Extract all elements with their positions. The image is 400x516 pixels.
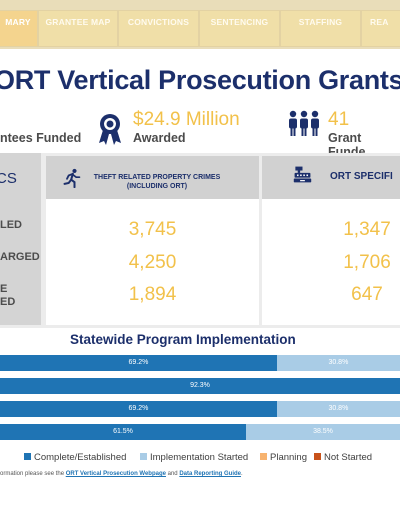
row-label-charged: ARGED (0, 251, 40, 263)
top-navigation: MARY GRANTEE MAP CONVICTIONS SENTENCING … (0, 0, 400, 49)
table-cell: 647 (351, 284, 383, 305)
complete-segment: 92.3% (0, 378, 400, 394)
implementation-bar: 61.5% 38.5% (0, 424, 400, 440)
legend-label: Not Started (324, 452, 373, 463)
running-person-icon (63, 168, 81, 188)
started-segment: 38.5% (246, 424, 400, 440)
table-cell: 1,706 (343, 252, 391, 273)
row-label-case-closed: E ED (0, 283, 16, 308)
table-left-header: CS (0, 170, 17, 187)
implementation-legend: Complete/Established Implementation Star… (0, 452, 400, 464)
table-cell: 1,347 (343, 219, 391, 240)
award-ribbon-icon (99, 114, 121, 145)
footer-text: and (165, 471, 180, 477)
footer-text: ormation please see the (0, 471, 66, 477)
table-cell: 1,894 (128, 284, 177, 305)
tab-convictions[interactable]: CONVICTIONS (118, 10, 199, 47)
tab-summary[interactable]: MARY (0, 10, 38, 47)
theft-crimes-header-label: THEFT RELATED PROPERTY CRIMES (INCLUDING… (93, 174, 221, 190)
ort-specific-header-label: ORT SPECIFI (330, 171, 393, 182)
legend-swatch-complete (24, 453, 31, 460)
legend-label: Complete/Established (34, 452, 127, 463)
ort-specific-header (262, 156, 400, 199)
table-cell: 4,250 (128, 252, 177, 273)
grants-funded-count: 41 (328, 109, 350, 130)
awarded-label: Awarded (133, 131, 186, 145)
grantees-funded-label: ntees Funded (0, 131, 82, 145)
implementation-bar: 92.3% (0, 378, 400, 394)
legend-swatch-not-started (314, 453, 321, 460)
row-label-column (0, 153, 41, 325)
tab-staffing[interactable]: STAFFING (280, 10, 361, 47)
tab-grantee-map[interactable]: GRANTEE MAP (38, 10, 118, 47)
tab-sentencing[interactable]: SENTENCING (199, 10, 280, 47)
complete-segment: 61.5% (0, 424, 246, 440)
people-group-icon (289, 110, 319, 136)
page-title: ORT Vertical Prosecution Grants (0, 65, 400, 95)
implementation-bar: 69.2% 30.8% (0, 401, 400, 417)
cash-register-icon (293, 166, 312, 183)
ort-specific-column (262, 199, 400, 325)
legend-not-started: Not Started (314, 452, 372, 463)
legend-started: Implementation Started (140, 452, 248, 463)
legend-swatch-planning (260, 453, 267, 460)
started-segment: 30.8% (276, 401, 400, 417)
implementation-title: Statewide Program Implementation (70, 332, 296, 347)
footer-note: ormation please see the ORT Vertical Pro… (0, 471, 243, 477)
theft-crimes-column (46, 199, 259, 325)
complete-segment: 69.2% (0, 355, 277, 371)
legend-swatch-started (140, 453, 147, 460)
vertical-prosecution-webpage-link[interactable]: ORT Vertical Prosecution Webpage (65, 471, 166, 477)
footer-text: . (241, 471, 243, 477)
legend-complete: Complete/Established (24, 452, 126, 463)
legend-label: Implementation Started (150, 452, 249, 463)
complete-segment: 69.2% (0, 401, 277, 417)
implementation-bar: 69.2% 30.8% (0, 355, 400, 371)
theft-crimes-header (46, 156, 259, 199)
legend-planning: Planning (260, 452, 307, 463)
awarded-amount: $24.9 Million (133, 109, 240, 130)
tab-rea[interactable]: REA (361, 10, 400, 47)
legend-label: Planning (270, 452, 307, 463)
started-segment: 30.8% (276, 355, 400, 371)
data-reporting-guide-link[interactable]: Data Reporting Guide (179, 471, 241, 477)
row-label-filed: LED (0, 219, 22, 231)
table-cell: 3,745 (128, 219, 177, 240)
